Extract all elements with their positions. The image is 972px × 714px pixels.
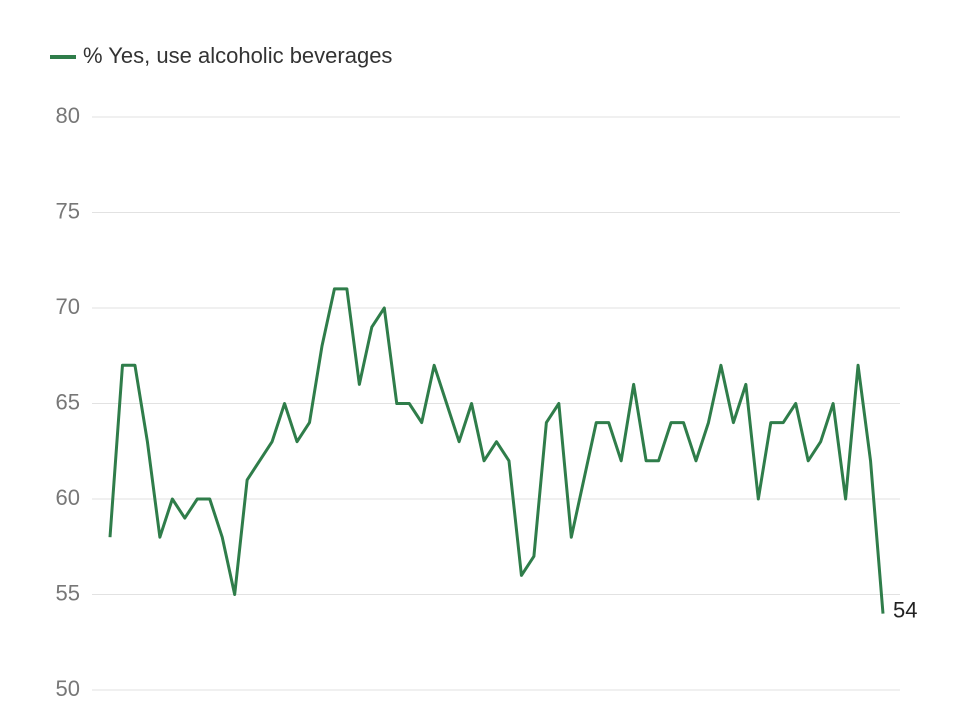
y-tick-label: 70: [56, 294, 80, 319]
y-tick-label: 50: [56, 676, 80, 701]
legend-label: % Yes, use alcoholic beverages: [83, 43, 392, 68]
y-tick-label: 65: [56, 389, 80, 414]
y-tick-label: 75: [56, 198, 80, 223]
y-tick-label: 60: [56, 485, 80, 510]
y-tick-label: 55: [56, 580, 80, 605]
data-line: [108, 287, 885, 614]
y-tick-label: 80: [56, 103, 80, 128]
data-label: 54: [893, 597, 917, 622]
